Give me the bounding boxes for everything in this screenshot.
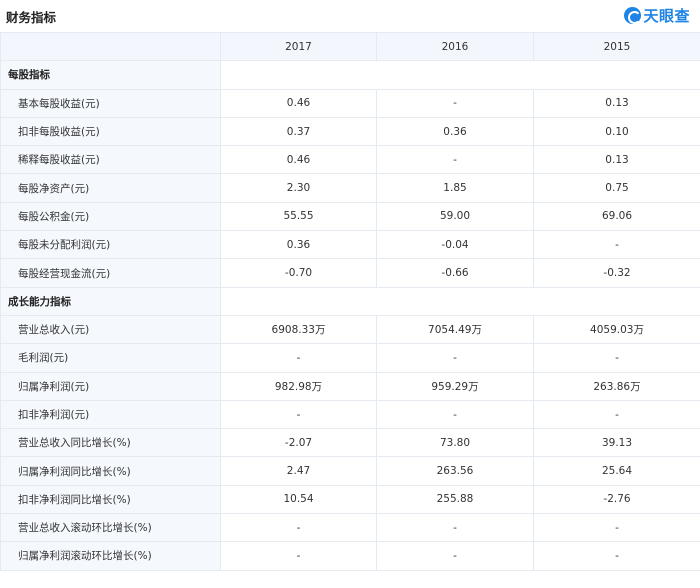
row-label: 归属净利润(元)	[0, 371, 221, 401]
value-cell: -	[376, 343, 534, 373]
value-cell: 69.06	[533, 201, 700, 232]
table-row: 稀释每股收益(元) 0.46-0.13	[0, 145, 700, 175]
table-row: 归属净利润同比增长(%) 2.47 263.56 25.64	[0, 456, 700, 486]
value-cell: -	[220, 399, 377, 430]
value-cell: 0.36	[220, 230, 377, 260]
header-row: 2017 2016 2015	[0, 31, 700, 62]
section-title: 每股指标	[0, 60, 221, 90]
table-row: 营业总收入(元) 6908.33万 7054.49万 4059.03万	[0, 314, 700, 345]
table-row: 毛利润(元) - - -	[0, 343, 700, 373]
value-cell: 0.46	[220, 145, 377, 175]
value-cell: -0.32	[533, 258, 700, 288]
value-cell: -	[220, 541, 377, 571]
page-title: 财务指标	[6, 10, 57, 25]
value-cell: 263.56	[376, 456, 534, 486]
table-row: 基本每股收益(元) 0.46-0.13	[0, 88, 700, 118]
column-header-year: 2016	[376, 31, 534, 62]
table-row: 营业总收入滚动环比增长(%) - - -	[0, 513, 700, 543]
row-label: 归属净利润滚动环比增长(%)	[0, 541, 221, 571]
value-cell: 73.80	[376, 428, 534, 458]
table-row: 归属净利润(元) 982.98万 959.29万 263.86万	[0, 371, 700, 401]
table-row: 归属净利润滚动环比增长(%) - - -	[0, 541, 700, 571]
row-label: 扣非每股收益(元)	[0, 116, 221, 147]
row-label: 每股未分配利润(元)	[0, 230, 221, 260]
table-row: 扣非每股收益(元) 0.37 0.36 0.10	[0, 116, 700, 147]
value-cell: 25.64	[533, 456, 700, 486]
value-cell: 0.13	[533, 88, 700, 118]
row-label: 每股经营现金流(元)	[0, 258, 221, 288]
table-row: 扣非净利润同比增长(%) 10.54 255.88 -2.76	[0, 484, 700, 515]
value-cell: -0.66	[376, 258, 534, 288]
value-cell: 0.10	[533, 116, 700, 147]
value-cell: -	[533, 513, 700, 543]
value-cell: 10.54	[220, 484, 377, 515]
table-row: 扣非净利润(元) - - -	[0, 399, 700, 430]
value-cell: 2.30	[220, 173, 377, 203]
value-cell: -	[376, 541, 534, 571]
value-cell: -	[533, 343, 700, 373]
logo-text: 天眼查	[643, 6, 690, 25]
value-cell: 7054.49万	[376, 314, 534, 345]
value-cell: -	[376, 88, 534, 118]
row-label: 每股公积金(元)	[0, 201, 221, 232]
row-label: 稀释每股收益(元)	[0, 145, 221, 175]
value-cell: -	[220, 343, 377, 373]
row-label: 扣非净利润同比增长(%)	[0, 484, 221, 515]
value-cell: 0.37	[220, 116, 377, 147]
value-cell: 0.75	[533, 173, 700, 203]
value-cell: -2.76	[533, 484, 700, 515]
header-bar: 财务指标 天眼查	[0, 0, 700, 30]
row-label: 扣非净利润(元)	[0, 399, 221, 430]
value-cell: -	[533, 399, 700, 430]
value-cell: 1.85	[376, 173, 534, 203]
financial-indicators-table: 2017 2016 2015 每股指标 基本每股收益(元) 0.46-0.13 扣非每…	[0, 31, 700, 571]
value-cell: 982.98万	[220, 371, 377, 401]
value-cell: 6908.33万	[220, 314, 377, 345]
value-cell: 255.88	[376, 484, 534, 515]
column-header-year: 2017	[220, 31, 377, 62]
table-row: 每股公积金(元) 55.55 59.00 69.06	[0, 201, 700, 232]
column-header-year: 2015	[533, 31, 700, 62]
value-cell: 959.29万	[376, 371, 534, 401]
value-cell: 0.13	[533, 145, 700, 175]
value-cell: 0.36	[376, 116, 534, 147]
section-filler-cell	[220, 286, 700, 316]
brand-logo[interactable]: 天眼查	[624, 5, 690, 25]
section-title: 成长能力指标	[0, 286, 221, 316]
row-label: 每股净资产(元)	[0, 173, 221, 203]
value-cell: 55.55	[220, 201, 377, 232]
row-label: 毛利润(元)	[0, 343, 221, 373]
value-cell: -	[376, 513, 534, 543]
row-label: 基本每股收益(元)	[0, 88, 221, 118]
value-cell: -	[533, 230, 700, 260]
table-row: 营业总收入同比增长(%) -2.07 73.80 39.13	[0, 428, 700, 458]
value-cell: 2.47	[220, 456, 377, 486]
table-row: 每股净资产(元) 2.30 1.85 0.75	[0, 173, 700, 203]
value-cell: 59.00	[376, 201, 534, 232]
value-cell: 263.86万	[533, 371, 700, 401]
row-label: 营业总收入滚动环比增长(%)	[0, 513, 221, 543]
tianyancha-logo-icon	[624, 6, 642, 24]
value-cell: -0.04	[376, 230, 534, 260]
section-header-row: 成长能力指标	[0, 286, 700, 316]
value-cell: 0.46	[220, 88, 377, 118]
table-row: 每股经营现金流(元) -0.70 -0.66 -0.32	[0, 258, 700, 288]
value-cell: -0.70	[220, 258, 377, 288]
value-cell: -	[376, 145, 534, 175]
section-filler-cell	[220, 60, 700, 90]
value-cell: -	[220, 513, 377, 543]
section-header-row: 每股指标	[0, 60, 700, 90]
header-corner-cell	[0, 31, 221, 62]
value-cell: 4059.03万	[533, 314, 700, 345]
row-label: 归属净利润同比增长(%)	[0, 456, 221, 486]
row-label: 营业总收入同比增长(%)	[0, 428, 221, 458]
row-label: 营业总收入(元)	[0, 314, 221, 345]
value-cell: 39.13	[533, 428, 700, 458]
value-cell: -	[533, 541, 700, 571]
value-cell: -	[376, 399, 534, 430]
table-row: 每股未分配利润(元) 0.36 -0.04-	[0, 230, 700, 260]
value-cell: -2.07	[220, 428, 377, 458]
